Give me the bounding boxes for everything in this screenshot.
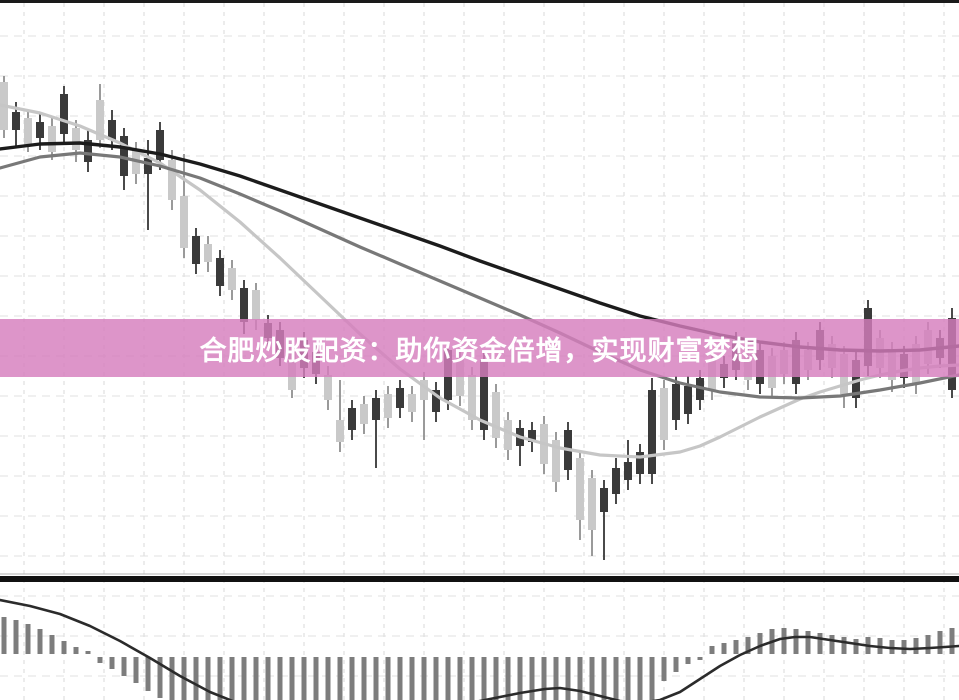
promo-banner-text: 合肥炒股配资：助你资金倍增，实现财富梦想	[199, 335, 760, 366]
promo-banner: 合肥炒股配资：助你资金倍增，实现财富梦想	[0, 319, 959, 377]
